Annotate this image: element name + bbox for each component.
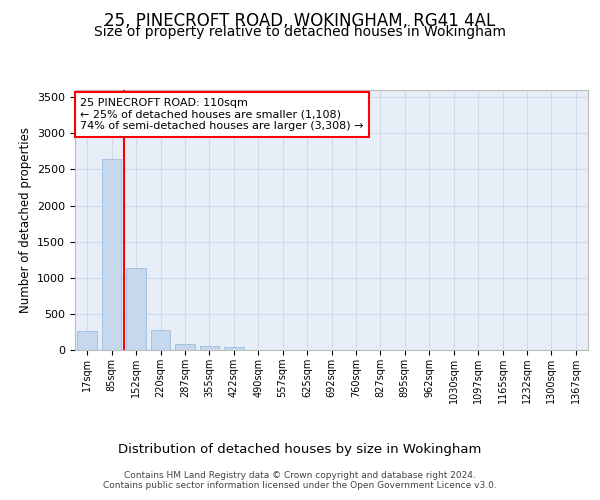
Y-axis label: Number of detached properties: Number of detached properties: [19, 127, 32, 313]
Text: 25, PINECROFT ROAD, WOKINGHAM, RG41 4AL: 25, PINECROFT ROAD, WOKINGHAM, RG41 4AL: [104, 12, 496, 30]
Text: 25 PINECROFT ROAD: 110sqm
← 25% of detached houses are smaller (1,108)
74% of se: 25 PINECROFT ROAD: 110sqm ← 25% of detac…: [80, 98, 364, 131]
Text: Contains HM Land Registry data © Crown copyright and database right 2024.: Contains HM Land Registry data © Crown c…: [124, 471, 476, 480]
Text: Contains public sector information licensed under the Open Government Licence v3: Contains public sector information licen…: [103, 481, 497, 490]
Text: Distribution of detached houses by size in Wokingham: Distribution of detached houses by size …: [118, 442, 482, 456]
Bar: [151, 330, 170, 350]
Bar: [224, 348, 244, 350]
Bar: [175, 344, 194, 350]
Bar: [200, 346, 219, 350]
Bar: [77, 330, 97, 350]
Bar: [127, 268, 146, 350]
Text: Size of property relative to detached houses in Wokingham: Size of property relative to detached ho…: [94, 25, 506, 39]
Bar: [102, 158, 121, 350]
